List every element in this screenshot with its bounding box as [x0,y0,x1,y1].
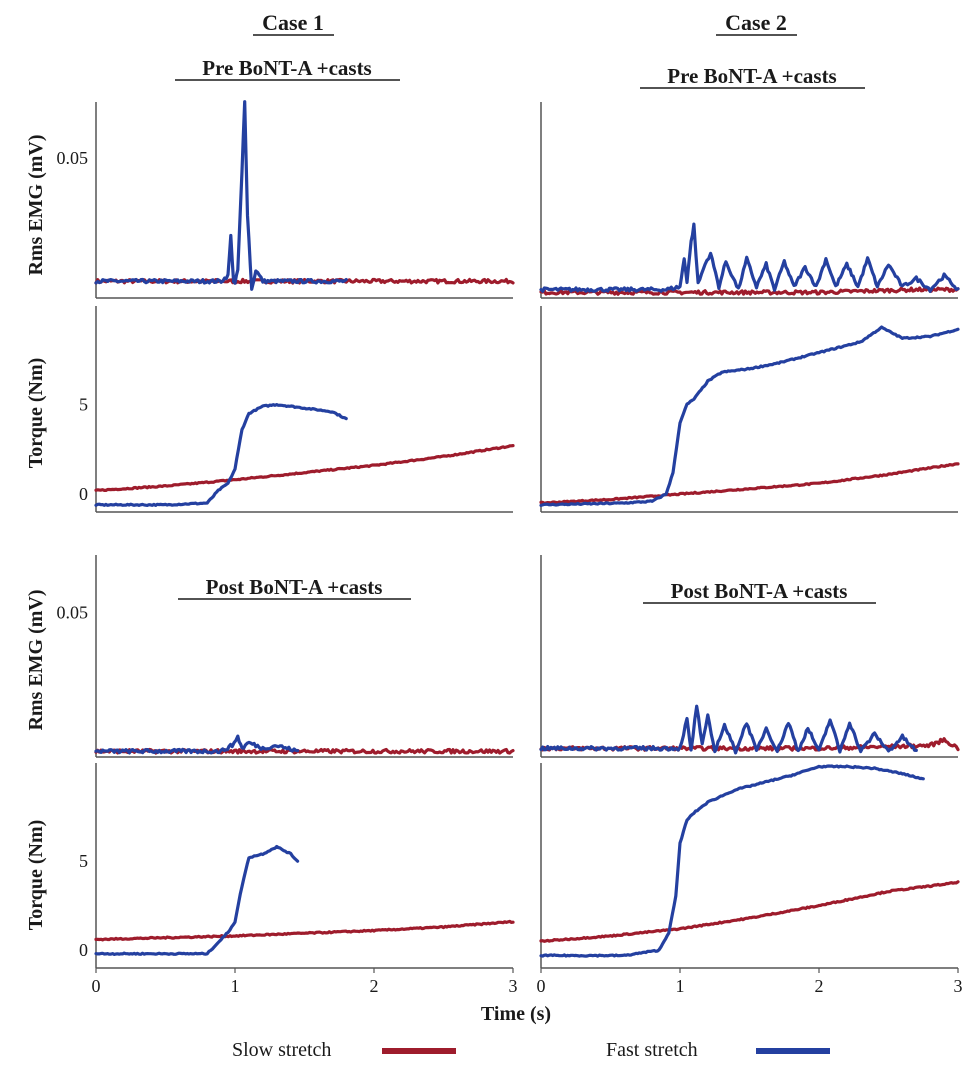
x-tick-label: 0 [92,976,101,996]
slow-stretch-line [94,277,515,285]
ylabel-emg-post: Rms EMG (mV) [25,589,47,730]
xlabel-time: Time (s) [481,1003,551,1025]
y-tick-label: 0 [79,484,88,504]
post-heading-case1: Post BoNT-A +casts [206,575,383,599]
x-tick-label: 3 [509,976,518,996]
fast-stretch-line [539,325,960,507]
panel-case1-post-torque: 05 [79,763,515,969]
fast-stretch-line [94,844,300,956]
pre-heading-case1: Pre BoNT-A +casts [202,56,371,80]
fast-stretch-line [539,764,925,958]
pre-heading-case2: Pre BoNT-A +casts [667,64,836,88]
panel-case1-pre-emg: 0.05 [57,100,515,299]
slow-stretch-line [94,919,515,942]
x-tick-label: 1 [231,976,240,996]
case2-heading: Case 2 [725,10,787,35]
y-tick-label: 0.05 [57,148,89,168]
y-tick-label: 0.05 [57,603,89,623]
panel-case2-pre-emg [539,102,960,299]
slow-stretch-line [539,462,960,505]
panel-case2-post-torque [539,763,960,969]
y-tick-label: 5 [79,851,88,871]
x-tick-label: 1 [676,976,685,996]
ylabel-torque-post: Torque (Nm) [25,820,47,931]
fast-stretch-line [539,222,960,293]
fast-stretch-line [94,100,348,291]
slow-stretch-line [539,880,960,943]
x-tick-label: 3 [954,976,962,996]
slow-stretch-line [94,444,515,492]
x-tick-label: 2 [815,976,824,996]
y-tick-label: 0 [79,940,88,960]
y-tick-label: 5 [79,395,88,415]
panel-case2-post-emg [539,555,960,758]
x-tick-label: 2 [370,976,379,996]
slow-stretch-line [539,286,960,296]
post-heading-case2: Post BoNT-A +casts [671,579,848,603]
x-tick-label: 0 [537,976,546,996]
ylabel-emg-pre: Rms EMG (mV) [25,134,47,275]
fast-stretch-line [94,403,348,507]
panel-case1-pre-torque: 05 [79,306,515,513]
fast-stretch-line [539,704,918,755]
panel-case2-pre-torque [539,306,960,513]
legend-fast-label: Fast stretch [606,1039,698,1061]
ylabel-torque-pre: Torque (Nm) [25,358,47,469]
fast-stretch-line [94,734,300,755]
panel-case1-post-emg: 0.05 [57,555,515,758]
legend-slow-label: Slow stretch [232,1039,331,1061]
case1-heading: Case 1 [262,10,324,35]
